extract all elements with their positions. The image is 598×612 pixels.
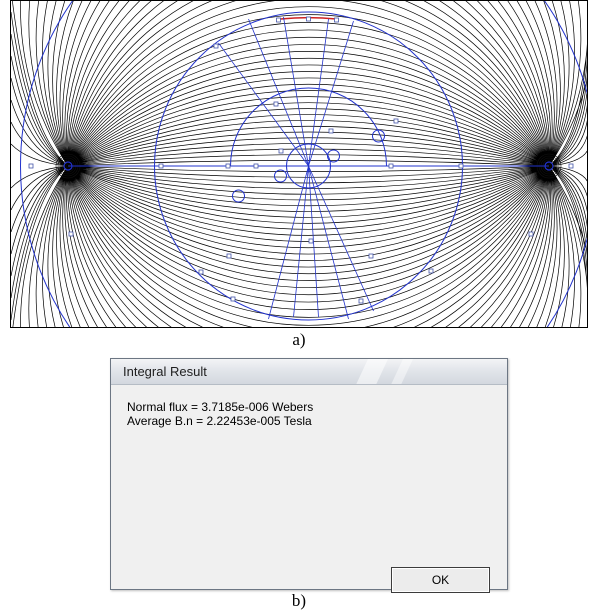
mesh-node	[198, 269, 204, 275]
mesh-node	[306, 16, 311, 22]
mesh-node	[213, 43, 219, 49]
construction-line	[248, 18, 309, 167]
mesh-node	[428, 268, 434, 274]
mesh-node	[388, 163, 394, 169]
flux-plot	[10, 0, 588, 328]
caption-a: a)	[292, 330, 306, 349]
construction-line	[308, 18, 329, 167]
mesh-node	[276, 17, 281, 23]
construction-line	[268, 165, 309, 320]
mesh-node	[568, 163, 574, 169]
construction-line	[308, 20, 354, 167]
mesh-node	[334, 17, 339, 23]
mesh-node	[226, 253, 232, 259]
hole-circle	[372, 129, 385, 143]
flux-lines	[11, 1, 587, 327]
mesh-node	[253, 163, 259, 169]
mesh-node	[328, 128, 334, 134]
mesh-node	[368, 253, 374, 259]
flux-plot-canvas	[11, 1, 587, 327]
dialog-title: Integral Result	[123, 364, 207, 379]
dialog-titlebar[interactable]: Integral Result	[111, 359, 507, 385]
outer-boundary-circle	[20, 1, 587, 327]
normal-flux-text: Normal flux = 3.7185e-006 Webers	[127, 400, 314, 414]
integral-result-dialog: Integral Result Normal flux = 3.7185e-00…	[110, 358, 508, 593]
hole-circle	[232, 189, 245, 203]
construction-line	[308, 165, 349, 320]
mesh-node	[158, 163, 164, 169]
inner-arc	[230, 87, 387, 167]
mesh-node	[68, 231, 74, 237]
construction-line	[283, 16, 309, 167]
caption-b: b)	[291, 591, 307, 610]
construction-line	[308, 165, 374, 312]
hole-circle	[327, 149, 340, 163]
mesh-node	[393, 118, 399, 124]
mesh-node	[308, 238, 314, 244]
construction-line	[308, 165, 319, 318]
mesh-node	[528, 231, 534, 237]
mesh-node	[28, 163, 34, 169]
dialog-body: Normal flux = 3.7185e-006 Webers Average…	[112, 385, 506, 593]
average-bn-text: Average B.n = 2.22453e-005 Tesla	[127, 414, 312, 428]
construction-line	[293, 165, 309, 318]
mesh-node	[278, 148, 284, 154]
ok-button[interactable]: OK	[391, 567, 490, 593]
mesh-node	[273, 101, 279, 107]
mesh-node	[225, 163, 231, 169]
mesh-node	[458, 163, 464, 169]
mesh-node	[230, 296, 236, 302]
construction-line	[218, 42, 309, 167]
mesh-node	[358, 298, 364, 304]
hole-circle	[274, 169, 287, 183]
